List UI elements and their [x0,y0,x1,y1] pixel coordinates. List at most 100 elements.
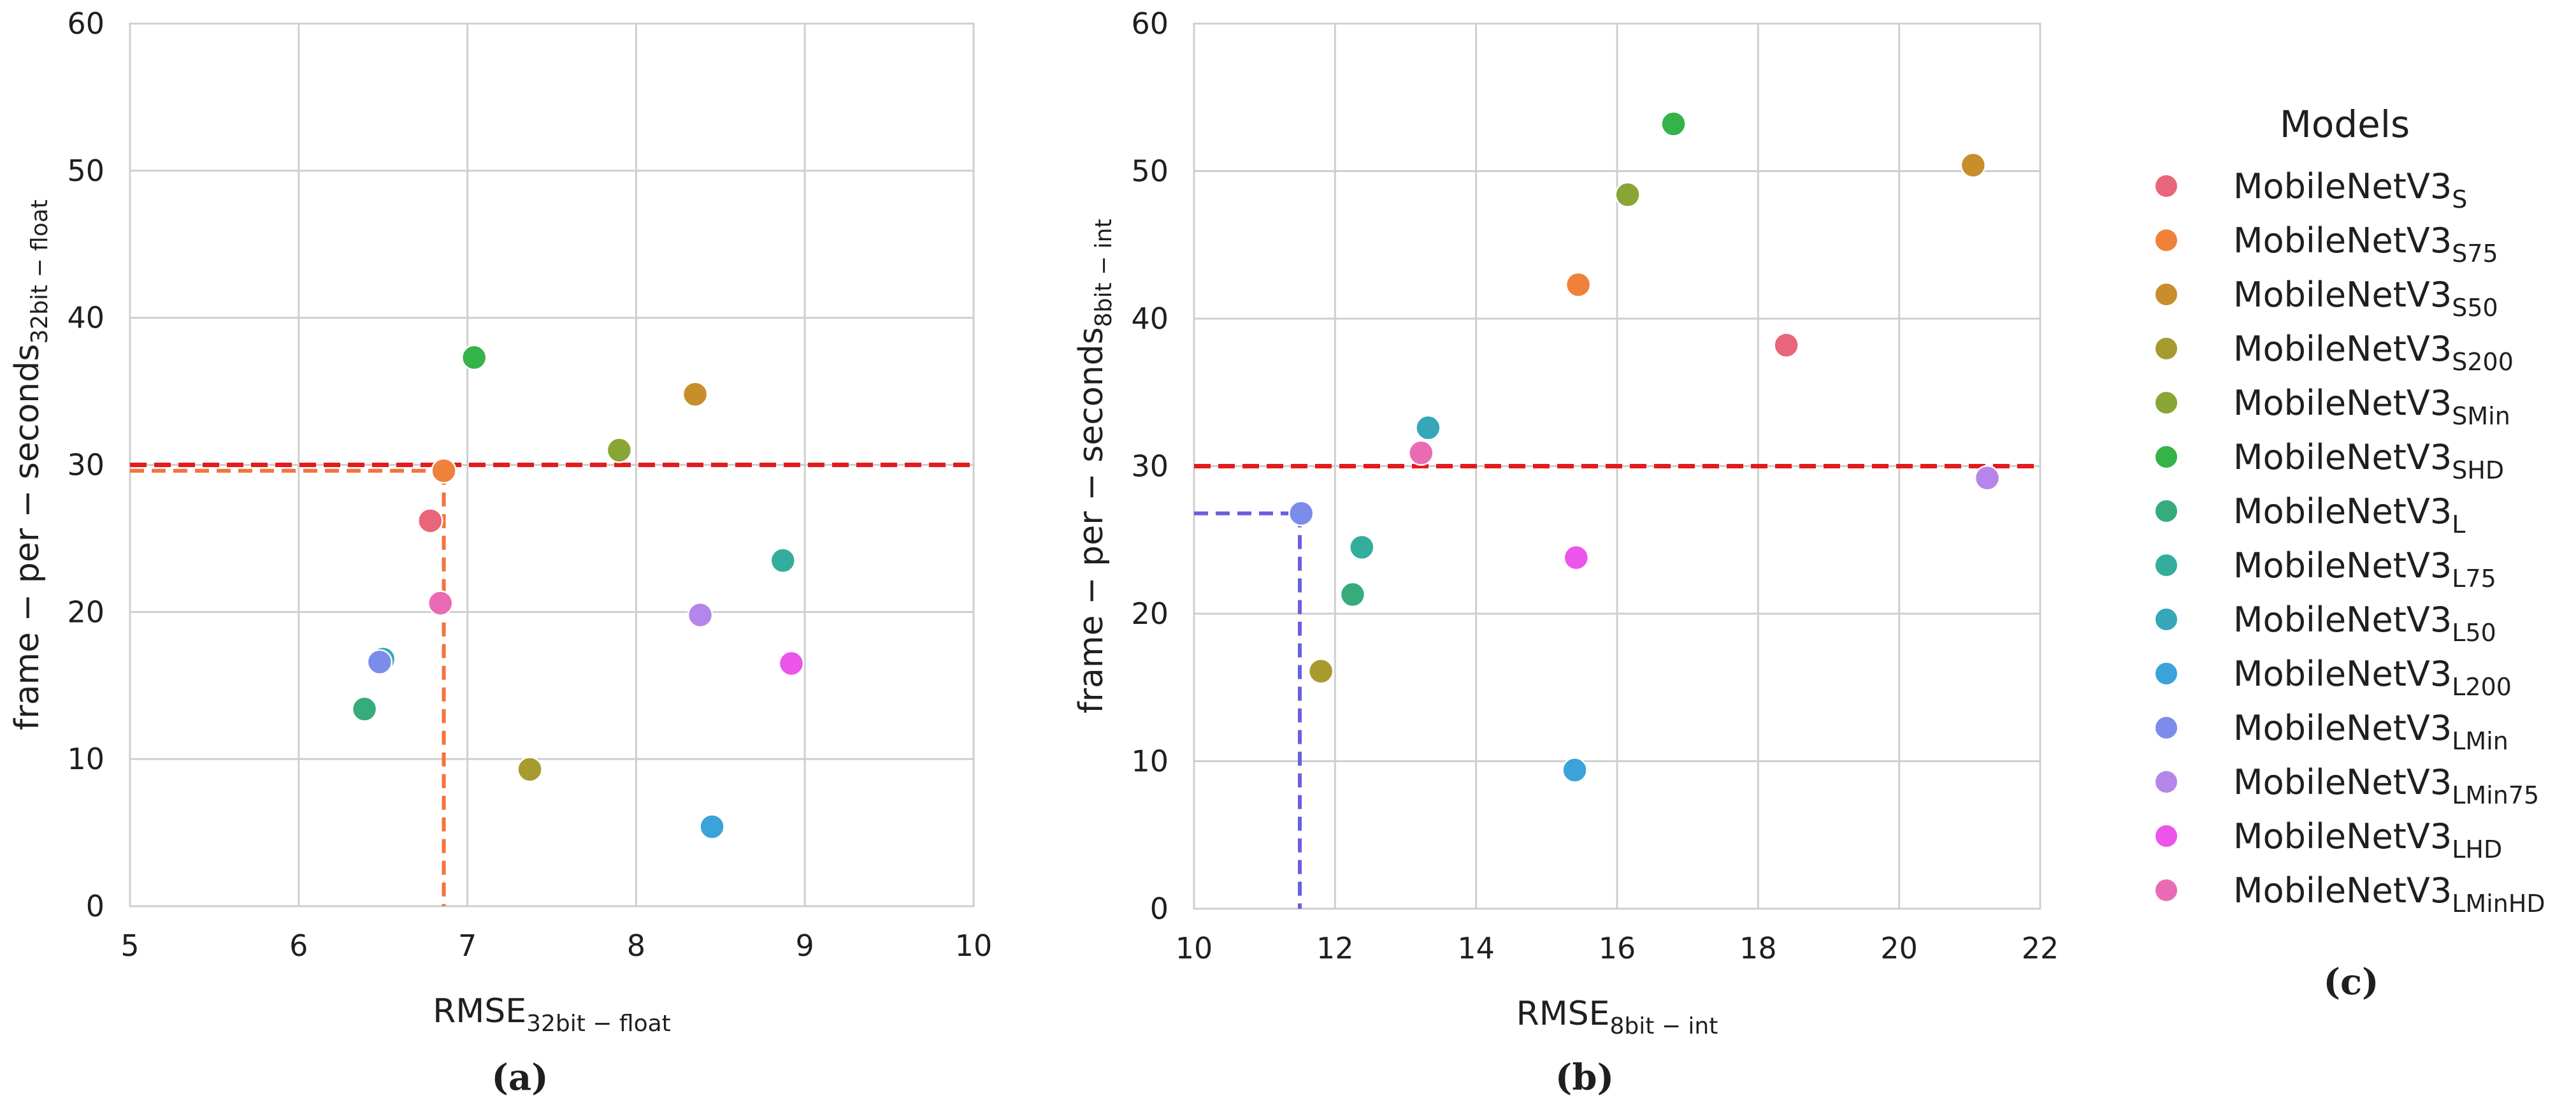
x-tick-label: 10 [955,928,993,963]
data-point [1349,534,1375,561]
x-tick-label: 12 [1316,931,1354,965]
x-tick-label: 20 [1880,931,1918,965]
legend-marker [2154,336,2178,361]
legend-label-sub: S50 [2452,294,2498,322]
legend-label-base: MobileNetV3 [2233,329,2452,369]
legend-label: MobileNetV3SHD [2233,437,2504,484]
x-tick-label: 14 [1457,931,1495,965]
legend-label-base: MobileNetV3 [2233,491,2452,531]
legend-title: Models [2280,103,2410,146]
x-tick-label: 9 [796,928,814,963]
y-axis-label-sub: 8bit − int [1091,219,1117,327]
legend-label-base: MobileNetV3 [2233,166,2452,206]
y-tick-label: 20 [1131,596,1169,631]
x-tick-label: 22 [2022,931,2059,965]
y-tick-label: 0 [1150,892,1169,926]
legend-label-sub: L75 [2452,565,2496,593]
data-point [1408,440,1434,466]
legend-label-base: MobileNetV3 [2233,816,2452,856]
legend-label: MobileNetV3L50 [2233,600,2496,647]
y-axis-label: frame − per − seconds8bit − int [1072,219,1117,713]
legend-label: MobileNetV3LMin [2233,708,2508,755]
legend-label-base: MobileNetV3 [2233,545,2452,586]
x-axis-label-main: RMSE [433,992,526,1030]
legend-item: MobileNetV3LHD [2154,816,2502,863]
legend-marker [2154,391,2178,415]
legend-label: MobileNetV3SMin [2233,383,2510,430]
legend-label: MobileNetV3LMin75 [2233,762,2539,809]
legend-label-sub: SHD [2452,456,2504,484]
y-tick-label: 60 [67,6,104,41]
data-point [1288,500,1314,526]
y-tick-label: 10 [67,742,104,776]
x-tick-label: 16 [1599,931,1636,965]
legend-label-sub: L200 [2452,673,2512,701]
legend-label: MobileNetV3L [2233,491,2465,538]
data-point [1339,581,1366,608]
y-tick-label: 40 [67,301,104,335]
legend-label-base: MobileNetV3 [2233,654,2452,694]
legend-label-sub: LMinHD [2452,890,2545,918]
data-point [778,650,805,677]
panel-label: (a) [491,1057,548,1099]
legend-item: MobileNetV3LMin [2154,708,2508,755]
y-axis-label-main: frame − per − seconds [8,344,47,730]
legend-marker [2154,553,2178,577]
legend-item: MobileNetV3SMin [2154,383,2510,430]
panel-label-letter: b [1572,1057,1597,1099]
legend-label-sub: L50 [2452,619,2496,647]
x-axis-label-main: RMSE [1516,995,1610,1033]
legend-marker [2154,607,2178,632]
legend-label-base: MobileNetV3 [2233,870,2452,911]
y-tick-label: 0 [86,889,104,923]
y-tick-label: 50 [1131,154,1169,189]
panel-label: (c) [2323,961,2378,1003]
legend-label-base: MobileNetV3 [2233,708,2452,748]
legend-item: MobileNetV3SHD [2154,437,2504,484]
panel-label: (b) [1555,1057,1614,1099]
legend-label-base: MobileNetV3 [2233,762,2452,802]
legend-item: MobileNetV3S50 [2154,275,2498,322]
legend-label: MobileNetV3S [2233,166,2467,213]
legend-item: MobileNetV3S [2154,166,2467,213]
x-axis-label: RMSE8bit − int [1516,995,1718,1039]
data-point [417,507,443,534]
data-point [431,458,457,484]
data-point [770,547,796,574]
data-point [366,649,393,675]
legend-label: MobileNetV3LHD [2233,816,2502,863]
data-point [1565,271,1592,298]
legend-label: MobileNetV3S50 [2233,275,2498,322]
legend-label-sub: L [2452,510,2465,538]
legend-label-base: MobileNetV3 [2233,600,2452,640]
legend-item: MobileNetV3L75 [2154,545,2496,593]
x-tick-label: 5 [120,928,139,963]
data-point [1563,544,1590,571]
legend-marker [2154,228,2178,252]
legend-label: MobileNetV3S200 [2233,329,2514,376]
legend-label-sub: LHD [2452,835,2502,863]
y-axis-label: frame − per − seconds32bit − float [8,199,53,730]
legend-item: MobileNetV3L200 [2154,654,2512,701]
legend-label-sub: S75 [2452,240,2498,268]
legend-marker [2154,824,2178,848]
x-axis-label-sub: 32bit − float [526,1011,671,1037]
y-axis-label-sub: 32bit − float [27,199,53,344]
data-point [461,344,487,371]
y-tick-label: 50 [67,154,104,188]
legend-label: MobileNetV3LMinHD [2233,870,2545,918]
legend-label-base: MobileNetV3 [2233,220,2452,261]
y-tick-label: 60 [1131,6,1169,41]
data-point [1615,182,1641,208]
y-tick-label: 10 [1131,744,1169,779]
data-point [1307,658,1334,684]
legend-label: MobileNetV3S75 [2233,220,2498,268]
data-point [606,437,633,463]
legend-item: MobileNetV3LMin75 [2154,762,2539,809]
legend-item: MobileNetV3S75 [2154,220,2498,268]
legend-label: MobileNetV3L200 [2233,654,2512,701]
x-tick-label: 10 [1176,931,1213,965]
panel-label-letter: c [2340,961,2362,1003]
